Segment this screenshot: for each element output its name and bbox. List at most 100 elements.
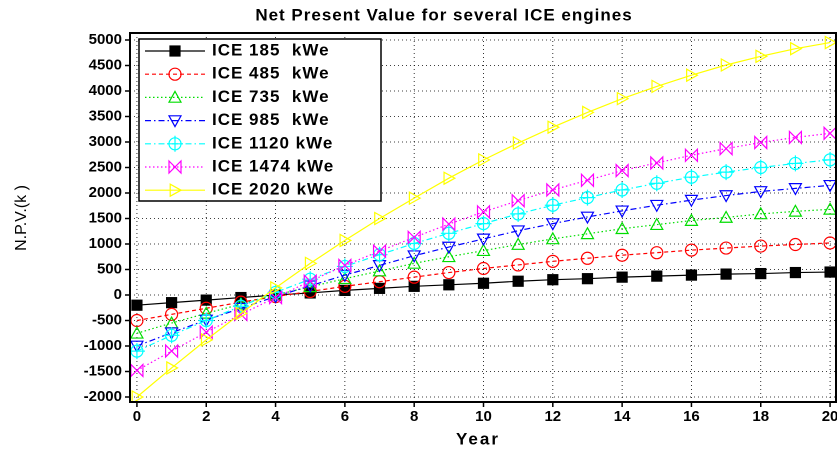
marker-part [719,241,733,255]
marker-part [788,237,803,252]
marker-part [165,297,178,309]
marker [580,211,595,225]
marker [270,280,283,295]
y-tick-label: -2000 [84,388,122,405]
x-tick-label: 6 [341,408,349,425]
marker [163,327,180,344]
marker-part [546,254,560,268]
marker-part [579,189,596,206]
marker [684,194,699,208]
marker-part [720,268,732,280]
y-tick-label: 2500 [89,158,122,175]
marker-part [719,190,734,203]
marker [169,45,181,57]
marker-part [512,136,526,151]
marker [169,183,183,198]
marker-part [169,45,181,57]
marker [720,57,734,73]
marker [339,233,353,248]
marker [718,164,735,181]
marker [443,171,457,186]
marker-part [476,204,491,220]
marker [268,290,283,305]
marker [684,213,699,226]
marker-part [580,226,595,240]
marker-part [164,307,179,321]
marker-part [166,360,179,375]
marker [510,205,527,222]
marker-part [754,239,768,253]
marker-part [651,270,663,282]
marker [512,275,524,287]
marker [511,237,526,250]
marker [372,243,387,259]
x-tick-label: 2 [202,408,210,425]
x-tick-label: 18 [752,408,769,425]
marker [822,151,837,168]
marker [615,248,629,262]
legend-label: ICE 1120 kWe [212,133,333,152]
marker [546,182,560,198]
marker [130,343,145,360]
marker-part [790,41,803,56]
marker [788,237,803,252]
x-tick-label: 8 [410,408,418,425]
marker [476,233,491,247]
marker-part [441,249,456,263]
marker-part [651,79,665,94]
marker-part [408,191,422,206]
marker [235,306,249,321]
marker-part [753,206,768,220]
marker [511,193,525,209]
marker-part [545,231,560,245]
marker [165,297,178,309]
x-tick-label: 10 [475,408,492,425]
marker-part [755,49,768,64]
marker-part [130,343,145,360]
marker [789,266,802,279]
marker [615,163,629,179]
marker-part [512,275,524,287]
marker [649,199,664,213]
y-tick-label: -1000 [84,337,122,354]
y-tick-label: -1500 [84,362,122,379]
y-tick-label: 1500 [89,209,122,226]
marker-part [754,135,768,150]
marker-part [546,182,560,198]
x-tick-label: 16 [683,408,700,425]
marker-part [755,267,767,280]
marker [442,265,456,280]
marker [476,261,491,276]
marker [304,256,318,271]
x-tick-label: 0 [133,408,141,425]
marker-part [823,202,837,215]
marker [168,67,182,81]
marker [200,294,212,306]
marker-part [131,299,143,311]
marker-part [443,171,457,186]
marker [168,159,182,175]
marker-part [407,270,421,284]
marker [547,120,561,135]
marker [545,218,560,231]
marker-part [547,120,561,135]
legend-label: ICE 185 kWe [212,40,330,59]
marker-part [789,266,802,279]
marker [372,263,387,277]
marker-part [511,237,526,250]
marker-part [616,91,630,106]
marker [478,152,491,167]
marker-part [823,179,837,193]
marker-part [167,115,183,128]
marker [167,115,183,128]
marker-part [544,197,561,214]
marker-part [648,175,665,192]
marker-part [824,266,836,278]
marker [719,190,734,203]
marker [198,312,215,329]
marker [164,343,179,359]
y-tick-label: 3500 [89,107,122,124]
y-tick-label: 5000 [89,31,122,48]
marker [685,269,698,281]
marker [167,135,183,152]
